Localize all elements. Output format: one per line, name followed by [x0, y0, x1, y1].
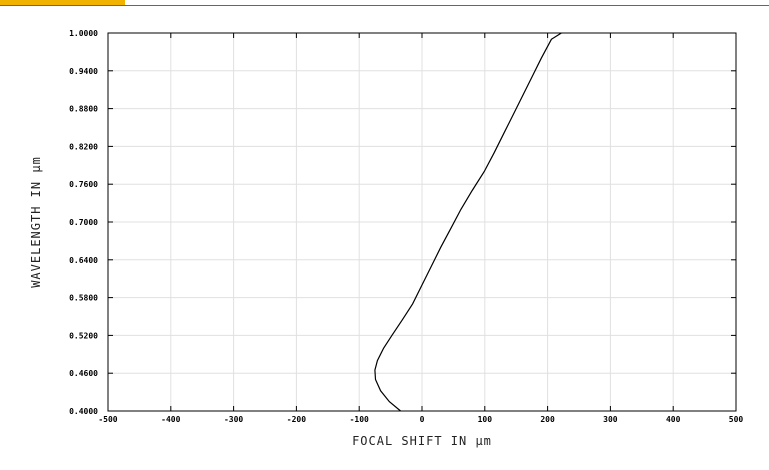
y-tick-label: 0.5200 — [69, 331, 98, 340]
x-tick-label: 500 — [729, 415, 744, 424]
x-tick-label: 200 — [540, 415, 555, 424]
y-tick-label: 0.4600 — [69, 369, 98, 378]
x-tick-label: -300 — [224, 415, 243, 424]
y-tick-label: 0.7000 — [69, 218, 98, 227]
y-tick-label: 0.8800 — [69, 105, 98, 114]
x-tick-label: -400 — [161, 415, 180, 424]
tick-labels: -500 -400 -300 -200 -100 0 100 200 300 400 500 0.40… — [69, 29, 743, 424]
x-tick-label: 0 — [420, 415, 425, 424]
x-tick-label: -100 — [350, 415, 369, 424]
x-tick-label: 100 — [478, 415, 493, 424]
header-accent-bar — [0, 0, 125, 5]
x-tick-label: 400 — [666, 415, 681, 424]
y-tick-label: 1.0000 — [69, 29, 98, 38]
y-tick-label: 0.4000 — [69, 407, 98, 416]
ticks — [107, 32, 737, 412]
y-tick-label: 0.7600 — [69, 180, 98, 189]
y-tick-label: 0.5800 — [69, 294, 98, 303]
series-line — [374, 32, 562, 412]
y-tick-label: 0.9400 — [69, 67, 98, 76]
x-tick-label: 300 — [603, 415, 618, 424]
y-tick-label: 0.6400 — [69, 256, 98, 265]
header-rule — [0, 5, 769, 6]
y-tick-label: 0.8200 — [69, 142, 98, 151]
x-axis-title: FOCAL SHIFT IN µm — [352, 434, 492, 448]
grid-lines — [108, 33, 736, 411]
y-axis-title: WAVELENGTH IN µm — [29, 156, 43, 288]
x-tick-label: -200 — [287, 415, 306, 424]
x-tick-label: -500 — [98, 415, 117, 424]
